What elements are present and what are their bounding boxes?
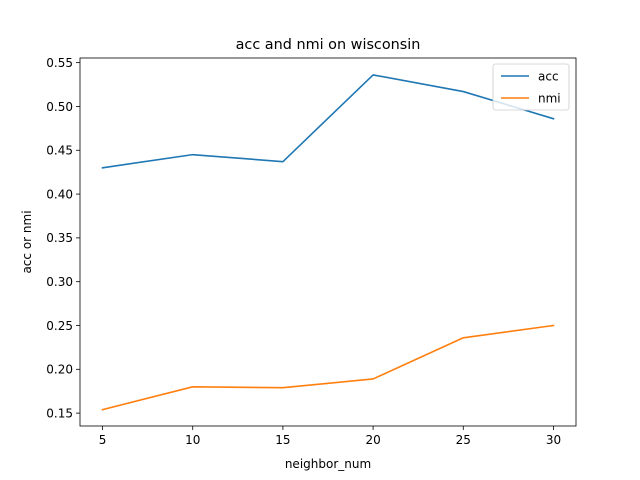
chart-title: acc and nmi on wisconsin [236,37,421,53]
series-line-nmi [101,324,555,411]
x-tick-label: 20 [365,433,380,447]
y-tick-label: 0.30 [46,275,73,289]
y-tick-label: 0.50 [46,100,73,114]
x-tick-label: 30 [546,433,561,447]
x-tick-label: 15 [275,433,290,447]
legend-label-nmi: nmi [538,92,561,106]
plot-area: 5 10 15 20 25 30 0.15 0.20 0.25 0.30 0.35 0.40 0.45 0… [46,56,577,447]
y-tick-label: 0.55 [46,56,73,70]
y-tick-label: 0.25 [46,319,73,333]
legend-label-acc: acc [538,70,559,84]
series-line-acc [101,74,555,169]
y-axis-label: acc or nmi [20,210,34,273]
y-tick-label: 0.15 [46,406,73,420]
legend: acc nmi [492,63,570,111]
x-tick-label: 5 [99,433,107,447]
x-tick-label: 10 [185,433,200,447]
y-tick-label: 0.35 [46,231,73,245]
x-axis-label: neighbor_num [285,457,371,471]
y-tick-label: 0.40 [46,187,73,201]
y-tick-label: 0.45 [46,144,73,158]
y-tick-label: 0.20 [46,363,73,377]
x-tick-label: 25 [456,433,471,447]
axes-frame [79,57,577,427]
